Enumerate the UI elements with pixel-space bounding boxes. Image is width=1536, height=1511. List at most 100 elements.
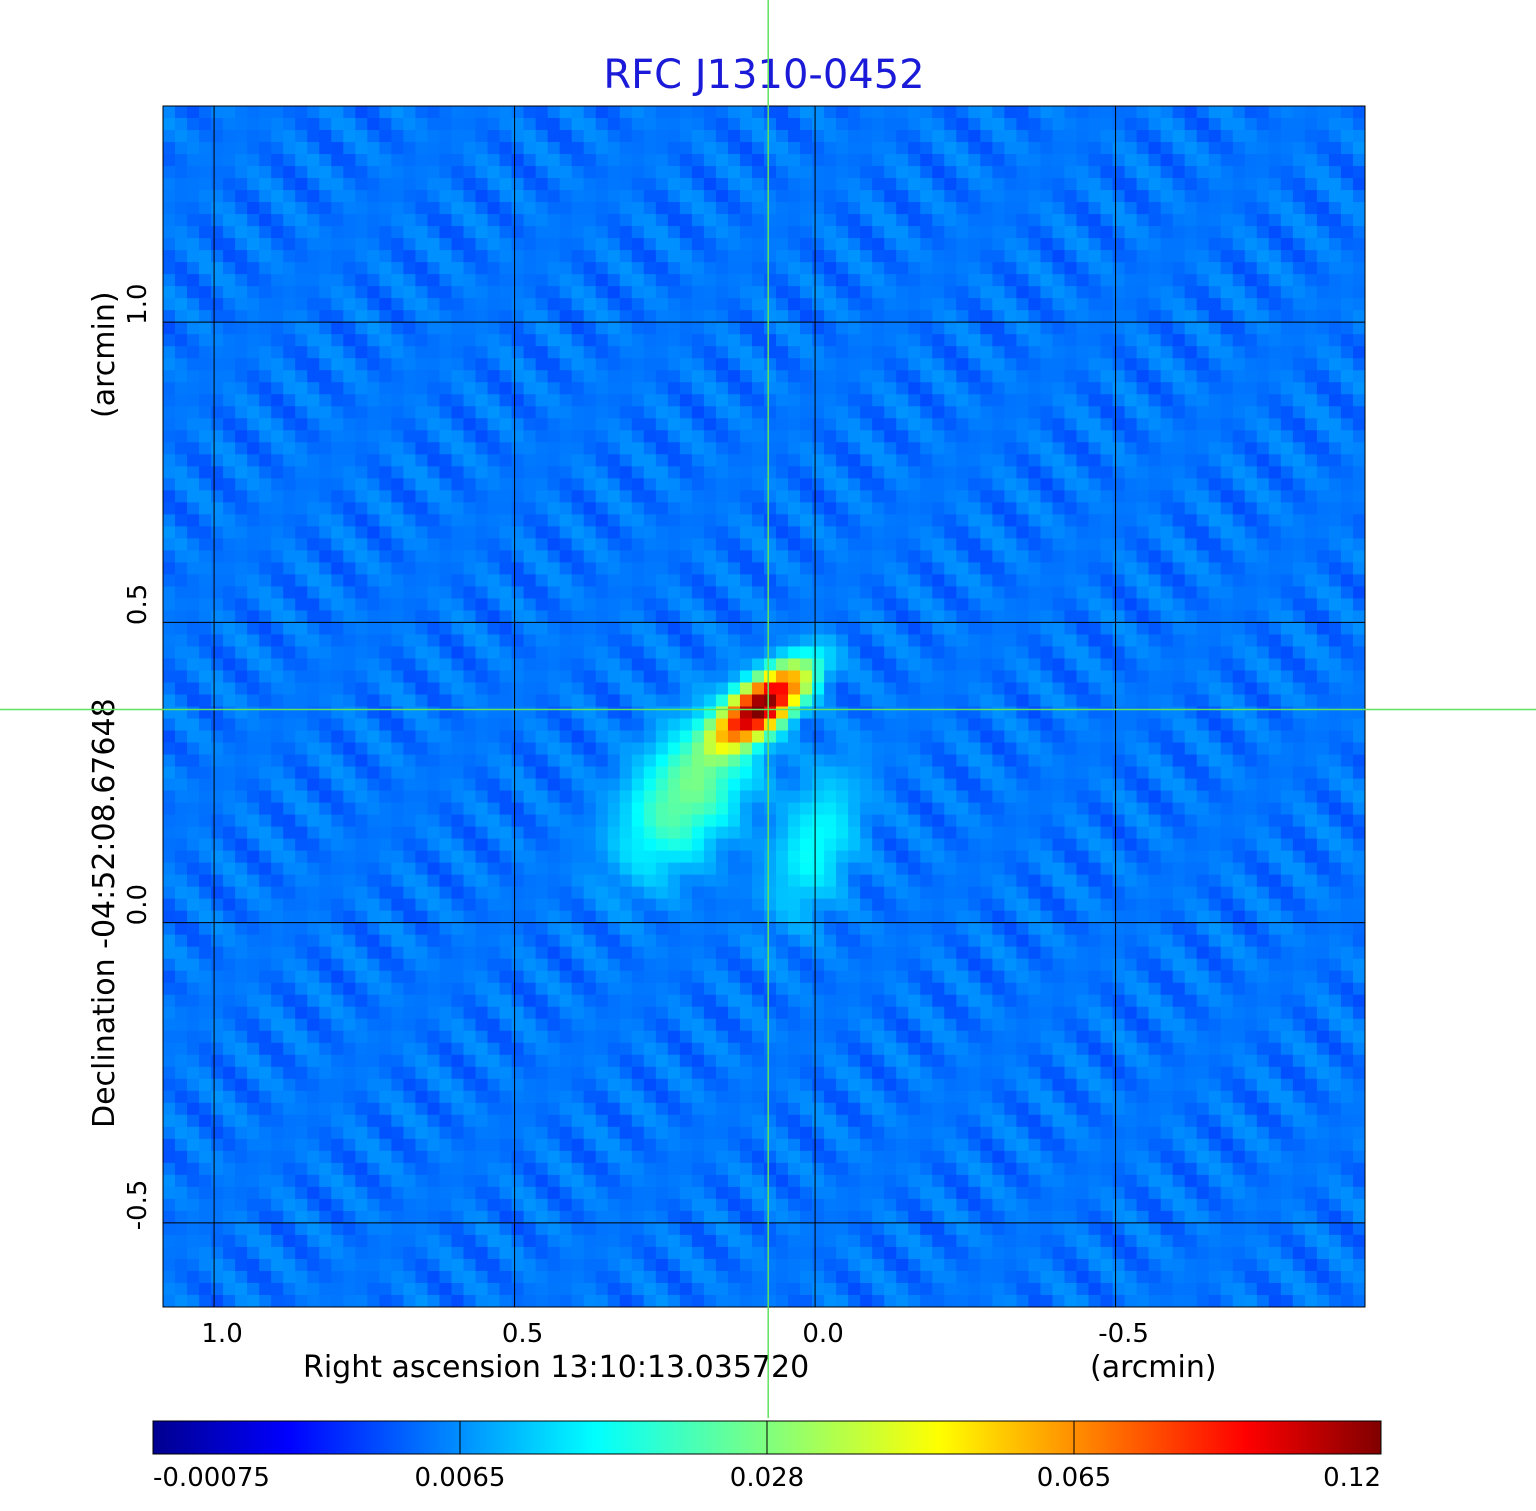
heatmap-cell [319,1198,332,1212]
heatmap-cell [631,1114,645,1128]
heatmap-cell [235,406,248,419]
heatmap-cell [415,958,429,972]
heatmap-cell [739,310,753,323]
heatmap-cell [571,802,585,816]
heatmap-cell [667,478,681,491]
heatmap-cell [487,262,501,275]
heatmap-cell [751,514,765,527]
heatmap-cell [655,670,669,684]
heatmap-cell [295,310,308,323]
heatmap-cell [319,250,332,263]
heatmap-cell [727,202,741,215]
heatmap-cell [619,706,633,720]
heatmap-cell [511,826,525,840]
heatmap-cell [427,1270,441,1284]
heatmap-cell [631,1138,645,1152]
heatmap-cell [319,922,332,936]
heatmap-cell [487,1030,501,1044]
heatmap-cell [463,262,477,275]
heatmap-cell [643,610,657,624]
heatmap-cell [583,682,597,696]
heatmap-cell [691,958,705,972]
heatmap-cell [703,1042,717,1056]
heatmap-cell [331,322,344,335]
heatmap-cell [331,982,344,996]
heatmap-cell [175,1258,188,1272]
heatmap-cell [367,166,380,179]
heatmap-cell [175,166,188,179]
heatmap-cell [715,1222,729,1236]
heatmap-cell [535,250,549,263]
heatmap-cell [619,466,633,479]
heatmap-cell [595,1222,609,1236]
heatmap-cell [427,334,441,347]
heatmap-cell [691,598,705,612]
heatmap-cell [199,202,212,215]
heatmap-cell [391,754,404,768]
heatmap-cell [355,1054,368,1068]
heatmap-cell [259,574,272,587]
heatmap-cell [451,358,465,371]
heatmap-cell [571,490,585,503]
heatmap-cell [307,1210,320,1224]
heatmap-cell [367,1138,380,1152]
heatmap-cell [223,694,236,708]
heatmap-cell [751,202,765,215]
heatmap-cell [391,322,404,335]
heatmap-cell [751,106,765,119]
heatmap-cell [415,1018,429,1032]
heatmap-cell [427,778,441,792]
heatmap-cell [343,1066,356,1080]
heatmap-cell [379,346,392,359]
heatmap-cell [403,898,417,912]
heatmap-cell [511,586,525,600]
heatmap-cell [691,562,705,575]
heatmap-cell [571,982,585,996]
heatmap-cell [223,418,236,431]
heatmap-cell [199,910,212,924]
heatmap-cell [391,1018,404,1032]
heatmap-cell [727,646,741,660]
heatmap-cell [307,706,320,720]
heatmap-cell [259,346,272,359]
heatmap-cell [523,454,537,467]
heatmap-cell [667,922,681,936]
heatmap-cell [511,1126,525,1140]
heatmap-cell [451,1174,465,1188]
heatmap-cell [535,178,549,191]
heatmap-cell [307,910,320,924]
heatmap-cell [739,166,753,179]
heatmap-cell [643,526,657,539]
heatmap-cell [595,550,609,563]
heatmap-cell [451,1102,465,1116]
heatmap-cell [523,634,537,648]
heatmap-cell [535,1030,549,1044]
heatmap-cell [163,658,176,672]
heatmap-cell [655,346,669,359]
heatmap-cell [307,370,320,383]
heatmap-cell [631,538,645,551]
heatmap-cell [535,1186,549,1200]
heatmap-cell [271,1210,284,1224]
heatmap-cell [727,358,741,371]
heatmap-cell [703,1030,717,1044]
heatmap-cell [607,898,621,912]
heatmap-cell [199,466,212,479]
heatmap-cell [367,1030,380,1044]
heatmap-cell [499,166,513,179]
heatmap-cell [235,1018,248,1032]
heatmap-cell [199,454,212,467]
heatmap-cell [187,466,200,479]
heatmap-cell [283,922,296,936]
heatmap-cell [403,1222,417,1236]
heatmap-cell [739,742,753,756]
heatmap-cell [595,1198,609,1212]
heatmap-cell [523,922,537,936]
heatmap-cell [163,706,176,720]
heatmap-cell [655,454,669,467]
heatmap-cell [631,802,645,816]
heatmap-cell [703,670,717,684]
heatmap-cell [415,574,429,587]
heatmap-cell [247,934,260,948]
heatmap-cell [631,478,645,491]
